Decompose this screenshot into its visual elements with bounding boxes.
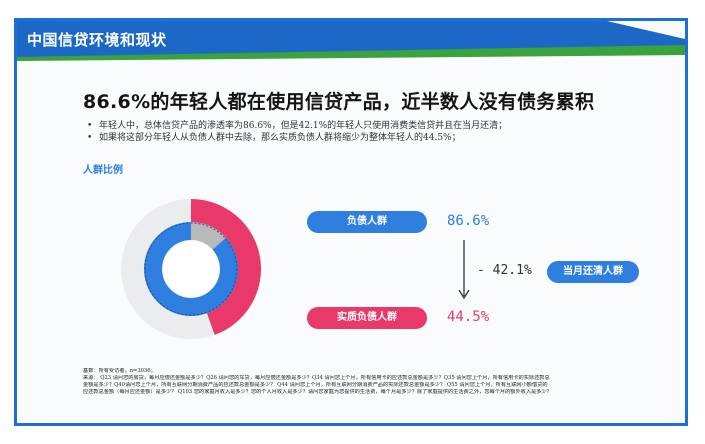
- header-band: [17, 21, 685, 61]
- bullet-item: • 年轻人中，总体信贷产品的渗透率为86.6%，但是42.1%的年轻人只使用消费类…: [87, 121, 508, 131]
- footnote-source: 应还款总金额（每月应还金额）是多少？ Q103 您的家庭月收入是多少？您的个人月…: [83, 389, 552, 395]
- donut-outer-red-segment: [190, 199, 261, 335]
- footnote-base: 基数：所有受访者，n=3036；: [83, 368, 156, 374]
- header-band-blue: [17, 21, 685, 57]
- footnotes: 基数：所有受访者，n=3036； 来源： Q23 请问您的房贷，每月应偿还金额是…: [83, 368, 669, 396]
- donut-hole: [164, 242, 218, 296]
- down-arrow-icon: [458, 240, 470, 300]
- donut-inner-dash-ring: [144, 222, 238, 316]
- section-label: 人群比例: [83, 165, 123, 176]
- footnote-source: 金额是多少？Q40请问您上个月，所有互联网分期消费产品的应还款总金额是多少？ Q…: [83, 382, 548, 388]
- bullet-text: 如果将这部分年轻人从负债人群中去除，那么实质负债人群将缩少为整体年轻人的44.5…: [99, 133, 461, 143]
- footnote-source: 来源： Q23 请问您的房贷，每月应偿还金额是多少？Q26 请问您的车贷，每月应…: [83, 375, 550, 381]
- real-debt-group-value: 44.5%: [447, 309, 490, 325]
- bullet-item: • 如果将这部分年轻人从负债人群中去除，那么实质负债人群将缩少为整体年轻人的44.…: [87, 133, 461, 143]
- donut-inner-blue-segment: [144, 222, 238, 316]
- debt-group-pill: 负债人群: [307, 211, 427, 233]
- header-title: 中国信贷环境和现状: [27, 31, 167, 49]
- real-debt-group-pill: 实质负债人群: [307, 307, 427, 329]
- bullet-list: • 年轻人中，总体信贷产品的渗透率为86.6%，但是42.1%的年轻人只使用消费类…: [87, 120, 677, 144]
- headline: 86.6%的年轻人都在使用信贷产品，近半数人没有债务累积: [83, 91, 595, 113]
- slide-frame: 中国信贷环境和现状 86.6%的年轻人都在使用信贷产品，近半数人没有债务累积 •…: [14, 18, 688, 426]
- donut-chart: [121, 199, 261, 339]
- bullet-text: 年轻人中，总体信贷产品的渗透率为86.6%，但是42.1%的年轻人只使用消费类信…: [99, 121, 508, 131]
- debt-group-value: 86.6%: [447, 213, 490, 229]
- delta-value: - 42.1%: [477, 263, 532, 278]
- paid-off-group-pill: 当月还清人群: [547, 261, 639, 283]
